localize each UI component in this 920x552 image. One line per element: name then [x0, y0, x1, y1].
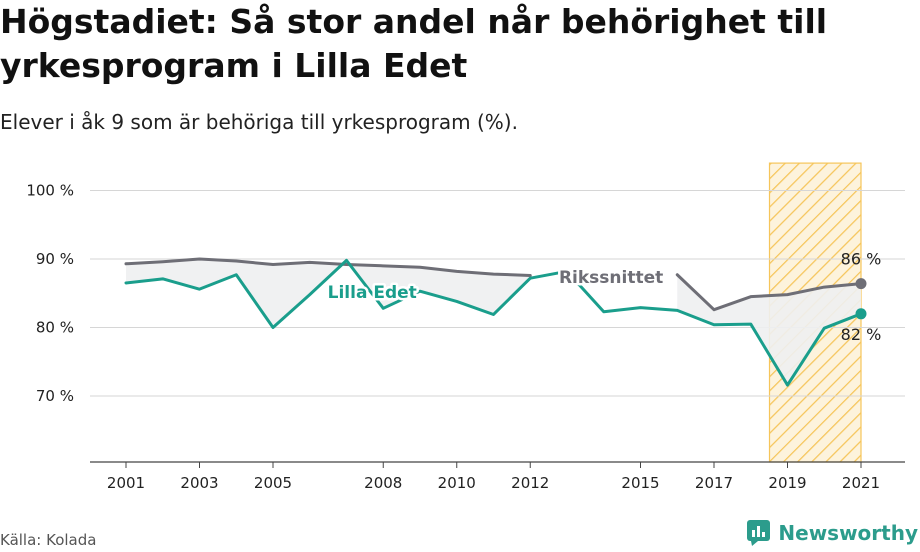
x-tick-label: 2012 [511, 474, 549, 492]
chart-labels: 70 % 80 % 90 % 100 % 2001 2003 2005 2008 2010 201… [26, 182, 881, 493]
series-label-riksnittet: Rikssnittet [559, 268, 663, 288]
series-line-riksnittet [124, 257, 532, 277]
x-tick-label: 2003 [180, 474, 218, 492]
chart-subtitle: Elever i åk 9 som är behöriga till yrkes… [0, 110, 518, 134]
x-tick-label: 2015 [621, 474, 659, 492]
y-tick-label: 80 % [36, 319, 74, 337]
x-tick-label: 2021 [842, 474, 880, 492]
end-point-riksnittet [855, 278, 867, 290]
series-lines [124, 257, 863, 387]
y-tick-label: 100 % [26, 182, 74, 200]
source-note: Källa: Kolada [0, 531, 97, 549]
gap-fill [126, 259, 861, 386]
newsworthy-logo-icon [747, 520, 771, 546]
end-point-lilla-edet [855, 308, 867, 320]
brand-logo: Newsworthy [746, 519, 918, 547]
x-tick-label: 2017 [695, 474, 733, 492]
end-label-lilla-edet: 82 % [841, 325, 882, 344]
x-tick-label: 2005 [254, 474, 292, 492]
x-tick-label: 2008 [364, 474, 402, 492]
series-label-lilla-edet: Lilla Edet [328, 283, 417, 303]
gap-fill-area [126, 259, 531, 328]
gap-fill-area [677, 274, 861, 386]
series-line-riksnittet [675, 273, 863, 312]
brand-name: Newsworthy [778, 521, 918, 545]
end-points [855, 278, 867, 320]
chart-title: Högstadiet: Så stor andel når behörighet… [0, 2, 828, 85]
series-line-lilla-edet [124, 258, 863, 387]
x-tick-label: 2001 [107, 474, 145, 492]
end-label-riksnittet: 86 % [841, 250, 882, 269]
x-tick-label: 2010 [438, 474, 476, 492]
x-tick-label: 2019 [768, 474, 806, 492]
y-tick-label: 70 % [36, 387, 74, 405]
y-tick-label: 90 % [36, 250, 74, 268]
